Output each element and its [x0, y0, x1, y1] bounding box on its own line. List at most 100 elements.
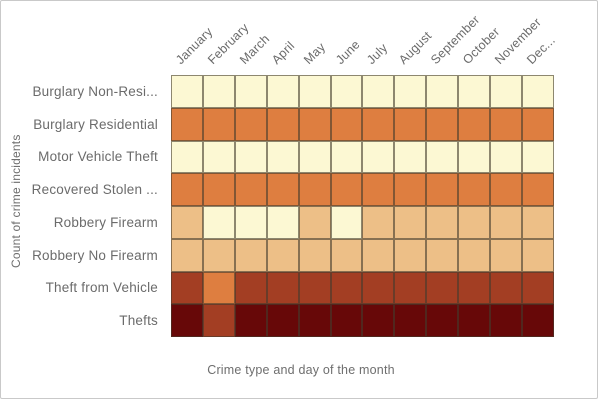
heatmap-cell[interactable]	[522, 173, 554, 206]
category-label: Thefts	[119, 313, 158, 329]
heatmap-cell[interactable]	[458, 271, 491, 305]
heatmap-cell[interactable]	[522, 107, 554, 141]
heatmap-cell[interactable]	[202, 140, 235, 174]
heatmap-cell[interactable]	[266, 107, 299, 141]
heatmap-cell[interactable]	[522, 304, 554, 337]
heatmap-cell[interactable]	[426, 140, 459, 174]
heatmap-cell[interactable]	[266, 173, 299, 206]
heatmap-cell[interactable]	[202, 206, 235, 239]
heatmap-cell[interactable]	[171, 206, 203, 239]
x-axis-month-labels: January February March April May June July Augu…	[171, 1, 558, 75]
heatmap-cell[interactable]	[458, 304, 491, 337]
heatmap-cell[interactable]	[330, 107, 363, 141]
heatmap-cell[interactable]	[234, 304, 267, 337]
heatmap-cell[interactable]	[298, 173, 331, 206]
heatmap-cell[interactable]	[202, 304, 235, 337]
heatmap-cell[interactable]	[298, 271, 331, 305]
heatmap-cell[interactable]	[362, 107, 395, 141]
heatmap-cell[interactable]	[458, 75, 491, 108]
heatmap-cell[interactable]	[330, 173, 363, 206]
heatmap-cell[interactable]	[490, 75, 523, 108]
heatmap-cell[interactable]	[394, 304, 427, 337]
heatmap-cell[interactable]	[330, 304, 363, 337]
heatmap-cell[interactable]	[522, 206, 554, 239]
heatmap-cell[interactable]	[298, 304, 331, 337]
heatmap-cell[interactable]	[394, 75, 427, 108]
heatmap-cell[interactable]	[458, 206, 491, 239]
heatmap-cell[interactable]	[522, 75, 554, 108]
heatmap-cell[interactable]	[202, 107, 235, 141]
heatmap-cell[interactable]	[362, 206, 395, 239]
category-label: Theft from Vehicle	[45, 280, 158, 296]
month-label: July	[364, 40, 391, 67]
heatmap-cell[interactable]	[394, 206, 427, 239]
heatmap-cell[interactable]	[394, 173, 427, 206]
heatmap-cell[interactable]	[426, 75, 459, 108]
heatmap-cell[interactable]	[171, 140, 203, 174]
heatmap-cell[interactable]	[362, 238, 395, 272]
heatmap-cell[interactable]	[298, 238, 331, 272]
heatmap-cell[interactable]	[171, 75, 203, 108]
heatmap-cell[interactable]	[298, 107, 331, 141]
heatmap-cell[interactable]	[490, 107, 523, 141]
heatmap-cell[interactable]	[362, 75, 395, 108]
heatmap-cell[interactable]	[490, 238, 523, 272]
heatmap-cell[interactable]	[458, 173, 491, 206]
heatmap-cell[interactable]	[426, 173, 459, 206]
heatmap-cell[interactable]	[202, 238, 235, 272]
heatmap-cell[interactable]	[330, 140, 363, 174]
heatmap-cell[interactable]	[171, 107, 203, 141]
heatmap-cell[interactable]	[330, 75, 363, 108]
heatmap-cell[interactable]	[298, 140, 331, 174]
heatmap-cell[interactable]	[234, 271, 267, 305]
heatmap-cell[interactable]	[362, 304, 395, 337]
heatmap-cell[interactable]	[394, 271, 427, 305]
heatmap-cell[interactable]	[234, 238, 267, 272]
heatmap-cell[interactable]	[490, 140, 523, 174]
heatmap-cell[interactable]	[171, 173, 203, 206]
heatmap-cell[interactable]	[426, 271, 459, 305]
heatmap-cell[interactable]	[394, 107, 427, 141]
heatmap-cell[interactable]	[522, 271, 554, 305]
heatmap-cell[interactable]	[202, 271, 235, 305]
heatmap-cell[interactable]	[426, 238, 459, 272]
heatmap-cell[interactable]	[266, 140, 299, 174]
heatmap-cell[interactable]	[522, 238, 554, 272]
heatmap-cell[interactable]	[394, 238, 427, 272]
heatmap-cell[interactable]	[171, 304, 203, 337]
heatmap-cell[interactable]	[490, 271, 523, 305]
heatmap-cell[interactable]	[426, 304, 459, 337]
heatmap-cell[interactable]	[330, 238, 363, 272]
heatmap-cell[interactable]	[171, 271, 203, 305]
heatmap-cell[interactable]	[362, 173, 395, 206]
heatmap-cell[interactable]	[266, 75, 299, 108]
heatmap-cell[interactable]	[394, 140, 427, 174]
heatmap-cell[interactable]	[458, 140, 491, 174]
heatmap-cell[interactable]	[458, 107, 491, 141]
heatmap-cell[interactable]	[266, 304, 299, 337]
heatmap-cell[interactable]	[202, 173, 235, 206]
heatmap-cell[interactable]	[234, 140, 267, 174]
heatmap-cell[interactable]	[266, 206, 299, 239]
heatmap-cell[interactable]	[202, 75, 235, 108]
heatmap-cell[interactable]	[298, 75, 331, 108]
heatmap-cell[interactable]	[362, 271, 395, 305]
heatmap-cell[interactable]	[266, 271, 299, 305]
heatmap-cell[interactable]	[234, 107, 267, 141]
heatmap-cell[interactable]	[490, 304, 523, 337]
heatmap-cell[interactable]	[298, 206, 331, 239]
heatmap-cell[interactable]	[330, 271, 363, 305]
heatmap-cell[interactable]	[234, 173, 267, 206]
heatmap-cell[interactable]	[426, 206, 459, 239]
heatmap-cell[interactable]	[522, 140, 554, 174]
heatmap-cell[interactable]	[490, 206, 523, 239]
heatmap-cell[interactable]	[330, 206, 363, 239]
heatmap-cell[interactable]	[490, 173, 523, 206]
heatmap-cell[interactable]	[362, 140, 395, 174]
heatmap-cell[interactable]	[458, 238, 491, 272]
heatmap-cell[interactable]	[426, 107, 459, 141]
heatmap-cell[interactable]	[234, 206, 267, 239]
heatmap-cell[interactable]	[266, 238, 299, 272]
heatmap-cell[interactable]	[171, 238, 203, 272]
heatmap-cell[interactable]	[234, 75, 267, 108]
